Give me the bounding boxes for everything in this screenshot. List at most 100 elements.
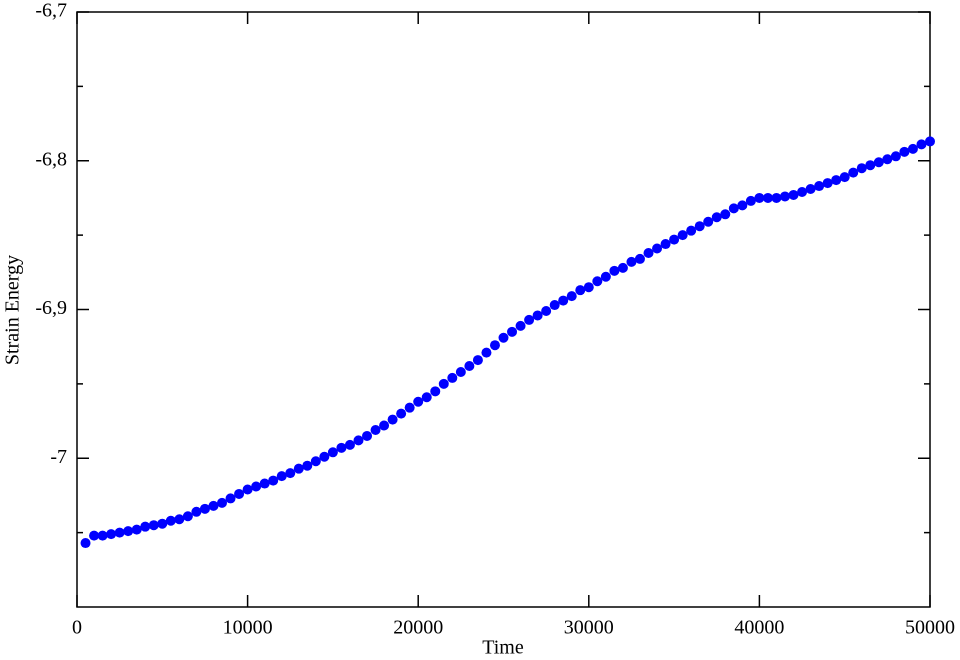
data-point [131,524,142,535]
data-point [285,468,296,479]
data-point [80,538,91,549]
data-point [430,386,441,397]
data-point [711,212,722,223]
data-point [839,172,850,183]
data-point [89,530,100,541]
data-point [882,154,893,165]
data-point [438,378,449,389]
data-point [703,216,714,227]
data-point [549,300,560,311]
data-point [720,209,731,220]
x-tick-label: 20000 [393,617,443,639]
data-point [114,527,125,538]
data-point [745,195,756,206]
data-point [165,515,176,526]
data-point [660,239,671,250]
x-tick-label: 0 [72,617,82,639]
data-point [404,402,415,413]
data-point [242,484,253,495]
data-point [353,435,364,446]
data-point [626,256,637,267]
data-point [617,262,628,273]
data-point [421,392,432,403]
data-point [379,420,390,431]
data-point [498,332,509,343]
data-point [148,520,159,531]
data-point [925,136,935,147]
data-point [396,408,407,419]
data-point [592,276,603,287]
data-point [805,184,816,195]
data-point [413,396,424,407]
data-point [259,478,270,489]
x-tick-label: 10000 [223,617,273,639]
data-point [174,514,185,525]
data-point [507,326,518,337]
data-point [362,430,373,441]
data-point [199,503,210,514]
data-point [873,157,884,168]
data-point [524,314,535,325]
data-point [106,529,117,540]
data-point [217,497,228,508]
data-point [797,186,808,197]
data-point [907,143,918,154]
data-point [566,291,577,302]
x-tick-label: 50000 [905,617,955,639]
data-point [123,526,134,537]
data-point [302,460,313,471]
data-point [677,230,688,241]
data-point [643,247,654,258]
y-tick-label: -6,8 [35,148,67,170]
data-point [370,424,381,435]
data-point [583,282,594,293]
data-point [814,181,825,192]
data-point [268,475,279,486]
data-point [890,151,901,162]
plot-frame [76,11,931,608]
data-point [916,139,927,150]
x-axis-label: Time [482,637,524,659]
data-point [728,203,739,214]
data-point [251,481,262,492]
data-point [447,372,458,383]
data-point [788,189,799,200]
data-point [634,253,645,264]
data-point [182,511,193,522]
x-tick-label: 30000 [564,617,614,639]
data-point [575,285,586,296]
data-point [208,500,219,511]
data-point [319,451,330,462]
data-point [97,530,108,541]
data-point [327,447,338,458]
y-tick-label: -6,7 [35,0,67,22]
data-point [157,518,168,529]
data-point [822,178,833,189]
data-point [771,192,782,203]
y-tick-label: -6,9 [35,297,67,319]
data-point [464,361,475,372]
data-point [694,221,705,232]
data-point [831,175,842,186]
data-point [762,192,773,203]
x-tick-label: 40000 [734,617,784,639]
data-point [234,488,245,499]
data-point [600,271,611,282]
data-point [191,506,202,517]
data-point [336,442,347,453]
data-point [225,493,236,504]
data-point [276,471,287,482]
data-point [754,192,765,203]
data-point [489,340,500,351]
data-point [515,320,526,331]
y-tick-label: -7 [50,446,67,468]
data-point [686,225,697,236]
data-point [532,310,543,321]
data-point [293,463,304,474]
data-point [140,521,151,532]
data-point [310,456,321,467]
data-point [779,191,790,202]
data-point [455,366,466,377]
data-point [472,355,483,366]
